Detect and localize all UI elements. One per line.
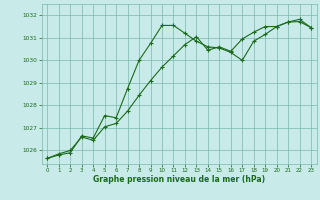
X-axis label: Graphe pression niveau de la mer (hPa): Graphe pression niveau de la mer (hPa) <box>93 175 265 184</box>
